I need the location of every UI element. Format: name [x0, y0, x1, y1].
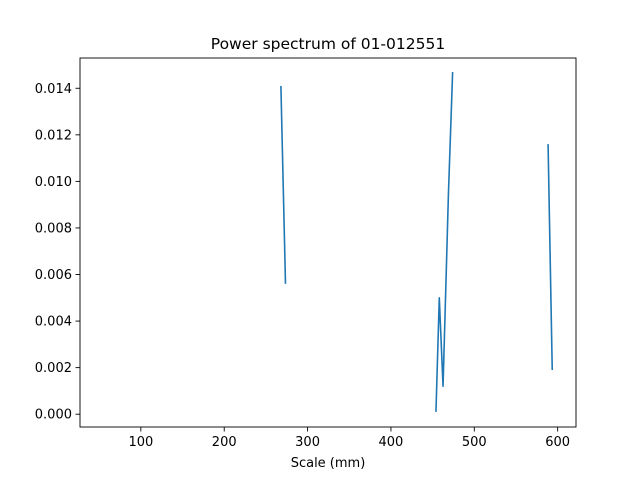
y-tick-label: 0.004: [35, 315, 72, 330]
x-tick-label: 600: [545, 435, 570, 450]
chart-title: Power spectrum of 01-012551: [211, 35, 445, 53]
series-line-segment-3: [547, 144, 554, 370]
x-tick-label: 300: [295, 435, 320, 450]
y-tick-label: 0.000: [35, 408, 72, 423]
y-tick-label: 0.008: [35, 221, 72, 236]
x-tick-label: 500: [462, 435, 487, 450]
y-axis-ticks: 0.000 0.002 0.004 0.006 0.008 0.010 0.012 0.014: [35, 82, 80, 423]
x-axis-title: Scale (mm): [291, 456, 366, 471]
series-line-segment-2: [435, 71, 454, 412]
y-tick-label: 0.014: [35, 82, 72, 97]
plot-area-frame: [79, 57, 577, 428]
y-tick-label: 0.002: [35, 361, 72, 376]
y-tick-label: 0.010: [35, 175, 72, 190]
y-tick-label: 0.006: [35, 268, 72, 283]
y-tick-label: 0.012: [35, 128, 72, 143]
series-line-segment-1: [280, 85, 287, 284]
x-tick-label: 100: [128, 435, 153, 450]
x-axis-ticks: 100 200 300 400 500 600: [128, 427, 570, 450]
x-tick-label: 400: [379, 435, 404, 450]
plot-lines: [280, 71, 554, 412]
x-tick-label: 200: [212, 435, 237, 450]
